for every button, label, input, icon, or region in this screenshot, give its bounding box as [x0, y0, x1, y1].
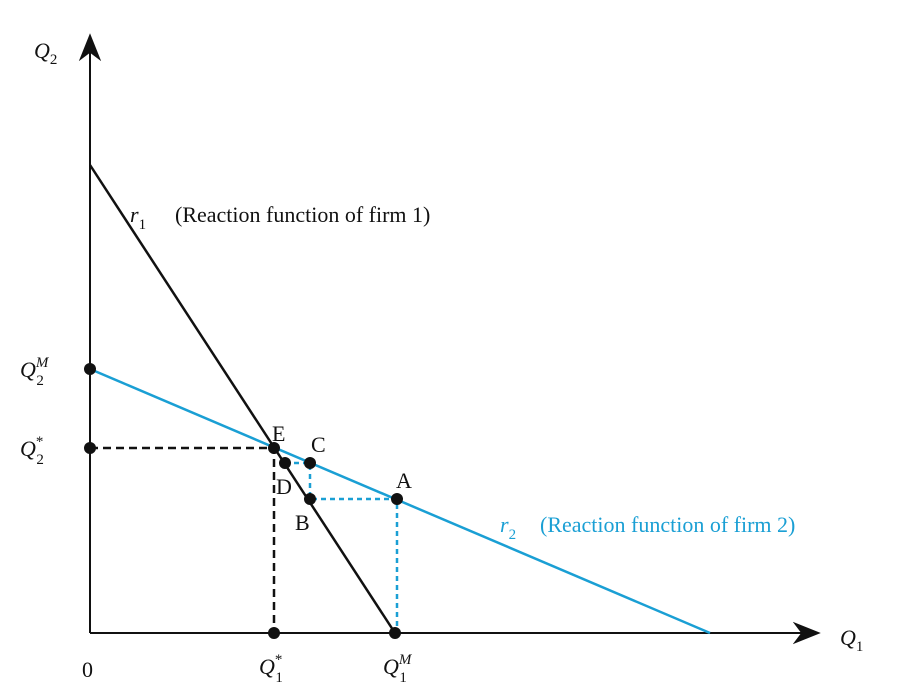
label-part: *	[36, 434, 44, 450]
label-part: *	[275, 652, 283, 668]
dot	[268, 627, 280, 639]
q1-monopoly-label: QM 1	[383, 652, 413, 686]
label-part: Q	[840, 625, 856, 650]
dot	[279, 457, 291, 469]
dot	[268, 442, 280, 454]
dot	[304, 493, 316, 505]
point-label: E	[272, 421, 285, 446]
r2-description: (Reaction function of firm 2)	[540, 512, 795, 537]
label-part: M	[398, 652, 413, 668]
dot	[391, 493, 403, 505]
label-part: Q	[20, 357, 36, 382]
q1-equilibrium-label: Q* 1	[259, 652, 283, 686]
label-part: r	[500, 512, 509, 537]
point-label: C	[311, 432, 326, 457]
equilibrium-guide	[90, 446, 276, 633]
origin-label: 0	[82, 657, 93, 682]
r2-label: r2	[500, 512, 516, 543]
r1-description: (Reaction function of firm 1)	[175, 202, 430, 227]
label-part: M	[35, 355, 50, 371]
point-label: A	[396, 468, 412, 493]
label-part: Q	[383, 654, 399, 679]
q2-equilibrium-label: Q* 2	[20, 434, 44, 468]
label-part: Q	[34, 38, 50, 63]
x-axis-label: Q1	[840, 625, 863, 655]
label-part: 2	[36, 452, 44, 468]
label-part: 2	[36, 373, 44, 389]
dot	[84, 442, 96, 454]
label-part: 2	[509, 527, 517, 543]
r1-line	[88, 164, 397, 634]
dot	[84, 363, 96, 375]
point-label: B	[295, 510, 310, 535]
label-part: 2	[50, 52, 58, 68]
label-part: Q	[259, 654, 275, 679]
label-part: 1	[856, 639, 864, 655]
label-part: 1	[139, 217, 147, 233]
dot	[389, 627, 401, 639]
adjustment-path	[285, 461, 399, 633]
dot	[304, 457, 316, 469]
q2-monopoly-label: QM 2	[20, 355, 50, 389]
label-part: 1	[275, 670, 283, 686]
label-part: Q	[20, 436, 36, 461]
label-part: 1	[399, 670, 407, 686]
r1-label: r1	[130, 202, 146, 233]
y-axis-label: Q2	[34, 38, 57, 68]
label-part: r	[130, 202, 139, 227]
points	[84, 363, 403, 639]
point-label: D	[276, 474, 292, 499]
